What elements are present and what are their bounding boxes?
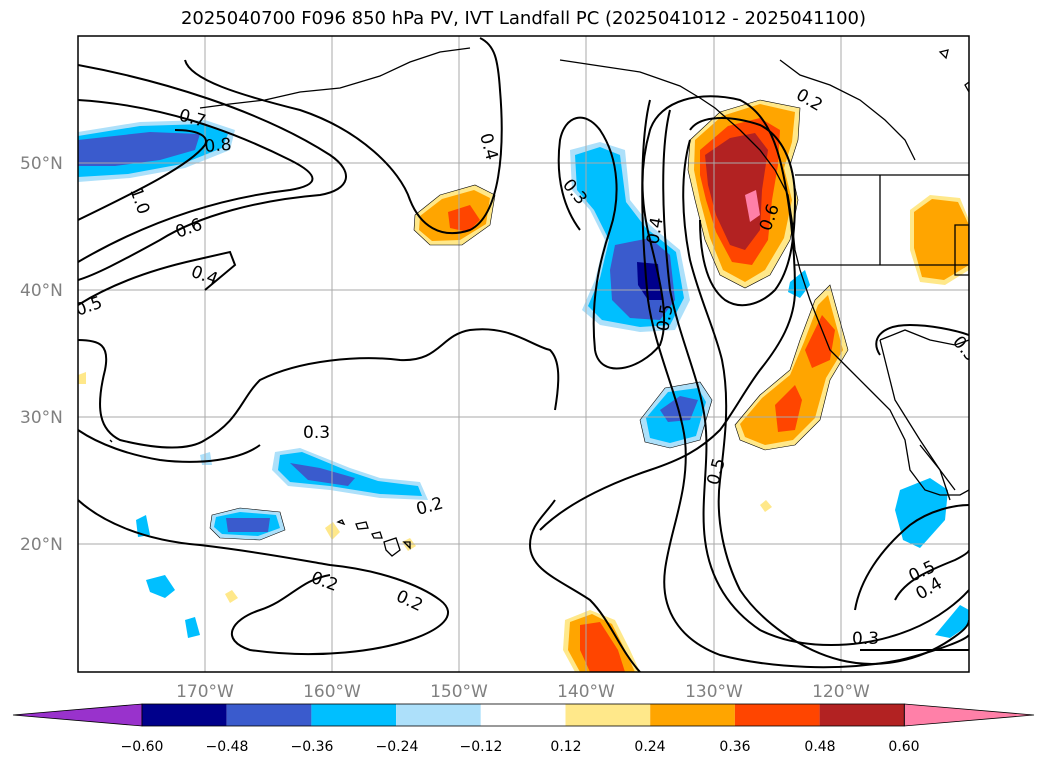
lat-label: 50°N xyxy=(20,154,63,174)
colorbar-ticks: −0.60 −0.48 −0.36 −0.24 −0.12 0.12 0.24 … xyxy=(121,739,920,755)
lon-label: 150°W xyxy=(430,682,488,702)
map-title: 2025040700 F096 850 hPa PV, IVT Landfall… xyxy=(180,8,867,29)
positive-anomalies xyxy=(78,100,969,672)
colorbar-segment xyxy=(311,704,397,726)
colorbar-segment xyxy=(226,704,312,726)
lon-label: 140°W xyxy=(557,682,615,702)
lat-label: 20°N xyxy=(20,535,63,555)
latitude-labels: 50°N 40°N 30°N 20°N xyxy=(20,154,63,555)
colorbar-border xyxy=(141,703,905,727)
colorbar-tick-label: 0.48 xyxy=(804,739,835,755)
colorbar-segment xyxy=(734,704,820,726)
colorbar-segment xyxy=(650,704,735,726)
lon-label: 130°W xyxy=(685,682,743,702)
contour-label: 0.3 xyxy=(303,423,330,443)
colorbar-tick-label: −0.48 xyxy=(206,739,249,755)
colorbar xyxy=(12,703,1035,727)
colorbar-segment xyxy=(480,704,566,726)
colorbar-tick-label: 0.12 xyxy=(550,739,581,755)
contour-label: 0.3 xyxy=(852,629,879,649)
lon-label: 170°W xyxy=(176,682,234,702)
colorbar-segment xyxy=(819,704,905,726)
contour-label: 0.5 xyxy=(653,303,677,333)
colorbar-segment xyxy=(396,704,481,726)
lat-label: 40°N xyxy=(20,281,63,301)
colorbar-tick-label: 0.60 xyxy=(888,739,919,755)
colorbar-tick-label: 0.24 xyxy=(634,739,665,755)
contour-label: 0.4 xyxy=(643,216,667,246)
contour-label: 0.8 xyxy=(204,135,233,157)
coastlines xyxy=(109,47,969,501)
colorbar-tick-label: −0.12 xyxy=(460,739,503,755)
longitude-labels: 170°W 160°W 150°W 140°W 130°W 120°W xyxy=(176,682,870,702)
colorbar-tick-label: −0.60 xyxy=(121,739,164,755)
colorbar-segment xyxy=(142,704,227,726)
lon-label: 160°W xyxy=(303,682,361,702)
colorbar-extend-low xyxy=(12,703,143,727)
plot-frame xyxy=(77,35,970,673)
hawaiian-islands xyxy=(336,519,411,557)
lat-label: 30°N xyxy=(20,408,63,428)
lon-label: 120°W xyxy=(812,682,870,702)
colorbar-tick-label: 0.36 xyxy=(719,739,750,755)
colorbar-extend-high xyxy=(903,703,1035,727)
colorbar-tick-label: −0.24 xyxy=(376,739,419,755)
colorbar-tick-label: −0.36 xyxy=(291,739,334,755)
colorbar-segment xyxy=(565,704,651,726)
pv-contours xyxy=(78,37,969,672)
